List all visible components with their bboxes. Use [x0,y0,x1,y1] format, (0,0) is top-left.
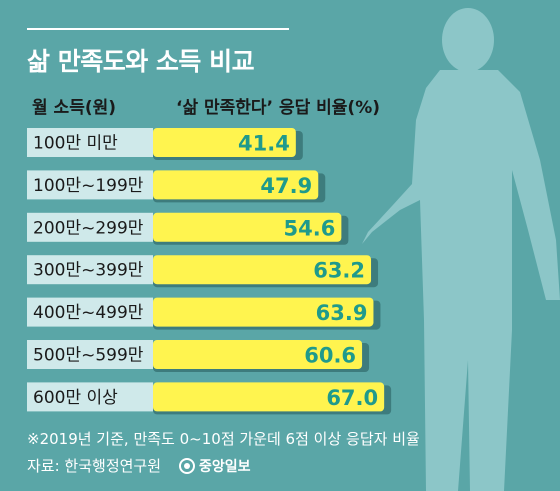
chart-title: 삶 만족도와 소득 비교 [27,47,255,76]
brand-name: 중앙일보 [199,458,251,475]
ratio-column-label: ‘삶 만족한다’ 응답 비율(%) [176,98,381,118]
value-label: 60.6 [304,344,356,368]
bar [153,170,319,200]
brand-logo: 중앙일보 [179,456,251,476]
bar [153,255,372,285]
footer-row: 자료: 한국행정연구원 중앙일보 [27,455,251,476]
category-box [27,170,153,200]
bar [153,340,363,369]
brand-mark-icon [179,457,196,474]
bar [153,297,374,327]
category-label: 600만 이상 [33,388,118,408]
category-label: 100만 미만 [33,134,118,154]
bar [153,382,385,412]
footnote: ※2019년 기준, 만족도 0~10점 가운데 6점 이상 응답자 비율 [27,430,420,448]
value-label: 63.2 [313,259,365,283]
bar [153,128,296,157]
value-label: 63.9 [316,301,368,325]
value-label: 47.9 [260,174,312,198]
category-box [27,255,153,285]
title-rule [27,28,289,30]
source-text: 자료: 한국행정연구원 [27,457,162,475]
category-label: 300만~399만 [33,261,144,281]
category-box [27,128,153,157]
category-label: 200만~299만 [33,218,144,238]
category-label: 100만~199만 [33,176,144,196]
category-label: 400만~499만 [33,303,144,323]
income-column-label: 월 소득(원) [32,98,117,118]
value-label: 41.4 [238,132,290,156]
bar [153,212,342,242]
category-box [27,382,153,412]
category-box [27,297,153,327]
category-box [27,212,153,242]
value-label: 54.6 [284,216,336,240]
value-label: 67.0 [326,386,378,410]
category-box [27,340,153,369]
category-label: 500만~599만 [33,346,144,366]
